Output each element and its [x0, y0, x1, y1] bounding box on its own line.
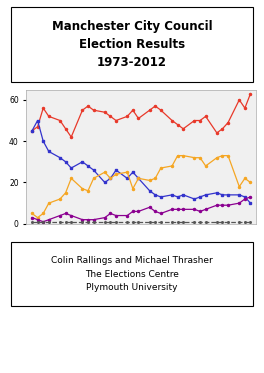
Text: Manchester City Council
Election Results
1973-2012: Manchester City Council Election Results…: [52, 20, 212, 69]
FancyBboxPatch shape: [11, 242, 253, 306]
Text: Colin Rallings and Michael Thrasher
The Elections Centre
Plymouth University: Colin Rallings and Michael Thrasher The …: [51, 257, 213, 292]
FancyBboxPatch shape: [11, 7, 253, 82]
